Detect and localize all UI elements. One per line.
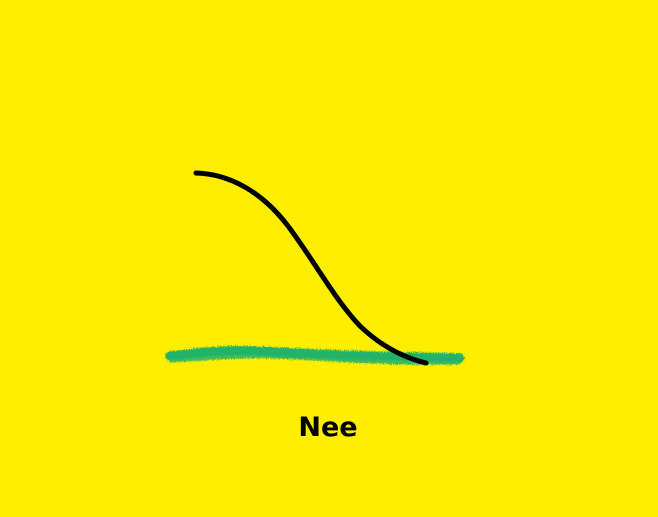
descending-curve: [193, 170, 429, 366]
caption-label: Nee: [298, 412, 358, 443]
